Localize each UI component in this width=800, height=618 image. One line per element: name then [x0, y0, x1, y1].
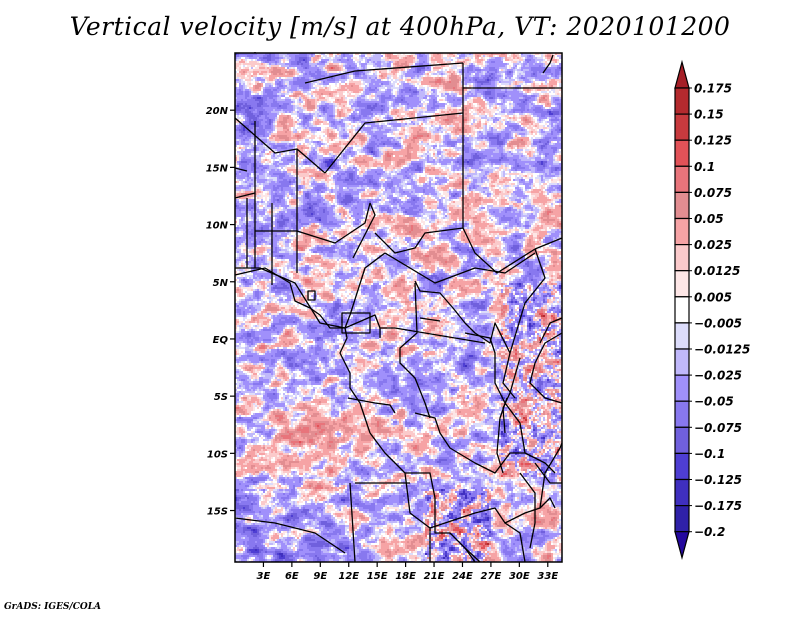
colorbar-label: 0.175	[694, 82, 732, 96]
colorbar-label: −0.1	[694, 447, 725, 461]
colorbar-swatch	[674, 322, 690, 350]
colorbar-label: 0.025	[694, 238, 732, 252]
colorbar-swatch	[674, 452, 690, 481]
colorbar-max-arrow	[674, 59, 690, 89]
colorbar-swatch	[674, 270, 690, 298]
colorbar-label: −0.175	[694, 499, 742, 513]
colorbar-label: −0.075	[694, 421, 742, 435]
colorbar-swatch	[674, 217, 690, 246]
grads-credit: GrADS: IGES/COLA	[4, 602, 102, 612]
colorbar-label: 0.1	[694, 160, 715, 174]
colorbar-swatch	[674, 165, 690, 194]
colorbar-swatch	[674, 113, 690, 141]
colorbar-label: 0.125	[694, 134, 732, 148]
colorbar-swatch	[674, 191, 690, 220]
colorbar-swatch	[674, 348, 690, 376]
colorbar-swatch	[674, 139, 690, 167]
chart-title: Vertical velocity [m/s] at 400hPa, VT: 2…	[69, 12, 731, 41]
colorbar-swatches	[674, 59, 690, 561]
colorbar-swatch	[674, 87, 690, 115]
colorbar-label: 0.0125	[694, 264, 740, 278]
colorbar-label: −0.025	[694, 369, 742, 383]
colorbar-swatch	[674, 244, 690, 272]
colorbar-label: −0.05	[694, 395, 734, 409]
colorbar-labels: 0.175 0.15 0.125 0.1 0.075 0.05 0.025 0.0125 0.0…	[689, 82, 750, 539]
colorbar-label: −0.005	[694, 316, 742, 330]
colorbar-label: −0.2	[694, 525, 725, 539]
colorbar-label: 0.15	[694, 108, 724, 122]
colorbar-swatch	[674, 296, 690, 324]
colorbar-label: 0.005	[694, 290, 732, 304]
colorbar-swatch	[674, 505, 690, 533]
colorbar-swatch	[674, 478, 690, 507]
colorbar-label: −0.0125	[694, 343, 750, 357]
colorbar-label: −0.125	[694, 473, 742, 487]
colorbar-label: 0.05	[694, 212, 724, 226]
colorbar-swatch	[674, 426, 690, 454]
colorbar-swatch	[674, 400, 690, 428]
colorbar-label: 0.075	[694, 186, 732, 200]
colorbar-min-arrow	[674, 531, 690, 561]
colorbar-swatch	[674, 374, 690, 402]
